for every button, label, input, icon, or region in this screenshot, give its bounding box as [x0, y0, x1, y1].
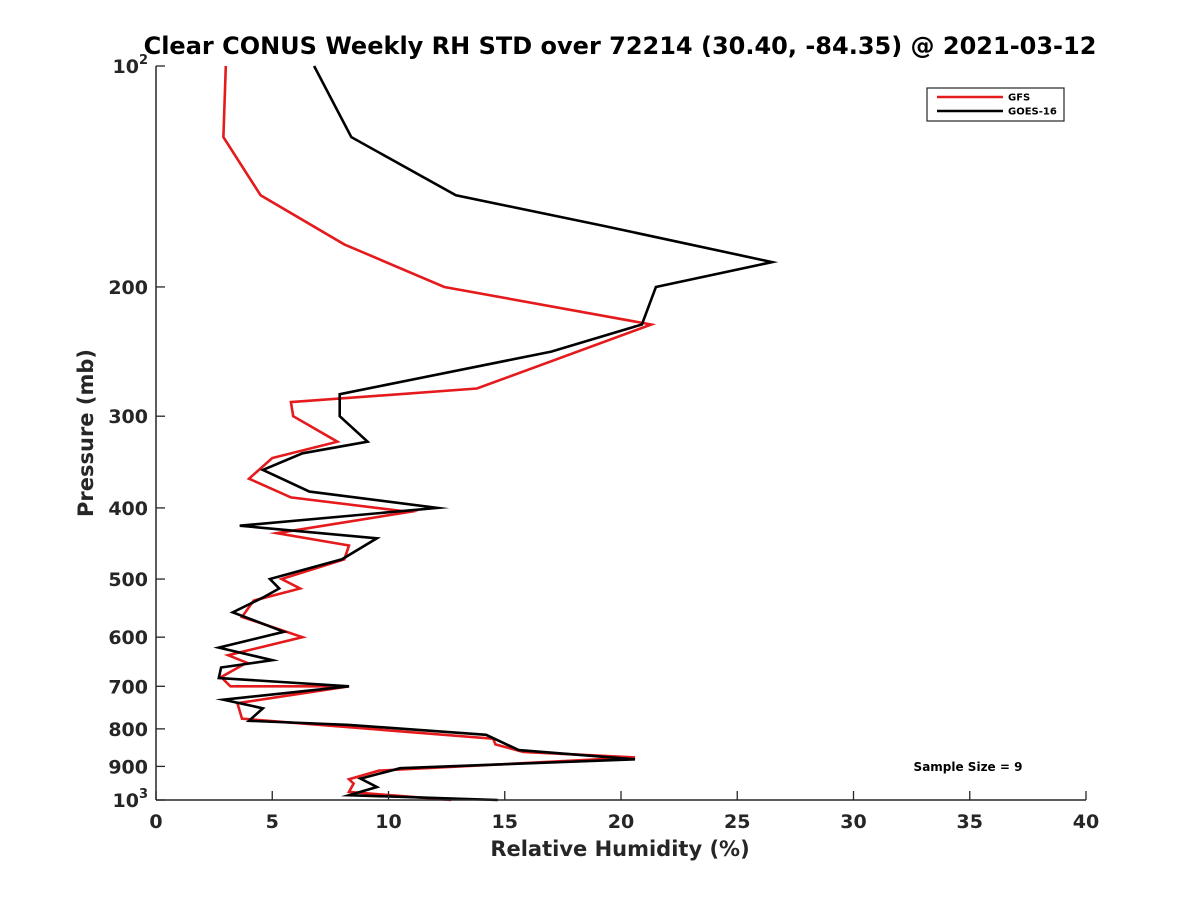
- y-axis-label: Pressure (mb): [74, 349, 98, 517]
- x-tick-label: 10: [375, 811, 401, 833]
- y-tick-label: 700: [108, 676, 148, 698]
- chart-title: Clear CONUS Weekly RH STD over 72214 (30…: [144, 32, 1097, 60]
- x-tick-label: 35: [957, 811, 983, 833]
- y-tick-label: 900: [108, 756, 148, 778]
- legend: GFS GOES-16: [926, 87, 1065, 122]
- y-tick-label: 600: [108, 627, 148, 649]
- x-tick-label: 25: [724, 811, 750, 833]
- y-tick-label: 400: [108, 498, 148, 520]
- plot-area: [156, 66, 1086, 800]
- x-tick-label: 5: [266, 811, 279, 833]
- y-tick-label: 800: [108, 719, 148, 741]
- legend-label-goes-16: GOES-16: [1008, 107, 1057, 118]
- x-tick-label: 15: [492, 811, 518, 833]
- legend-box: [926, 87, 1065, 122]
- axes-layer: 0 5 10 15 20 25 30 35 40 102 200 300 400 500 600 700 800…: [108, 53, 1099, 833]
- series-line-goes-16: [213, 65, 779, 802]
- y-tick-label: 200: [108, 277, 148, 299]
- sample-size-annotation: Sample Size = 9: [914, 760, 1023, 774]
- y-tick-label: 500: [108, 569, 148, 591]
- x-tick-label: 40: [1073, 811, 1099, 833]
- y-tick-label: 300: [108, 406, 148, 428]
- x-axis-label: Relative Humidity (%): [490, 837, 749, 861]
- x-tick-label: 0: [149, 811, 162, 833]
- series-layer: [213, 65, 779, 802]
- legend-label-gfs: GFS: [1008, 93, 1030, 104]
- x-tick-label: 20: [608, 811, 634, 833]
- y-tick-label: 102: [113, 53, 149, 78]
- x-tick-label: 30: [840, 811, 866, 833]
- y-tick-label: 103: [113, 787, 149, 812]
